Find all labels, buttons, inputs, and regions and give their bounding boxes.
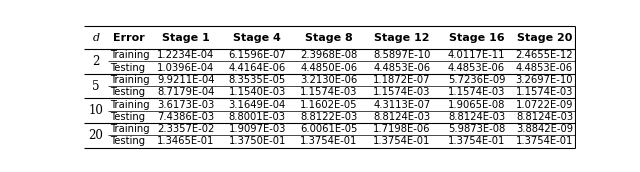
Text: Stage 4: Stage 4	[233, 33, 281, 42]
Text: 1.1574E-03: 1.1574E-03	[448, 87, 505, 97]
Text: Stage 12: Stage 12	[374, 33, 429, 42]
Text: 3.2130E-06: 3.2130E-06	[300, 75, 357, 85]
Text: 1.9065E-08: 1.9065E-08	[448, 100, 505, 110]
Text: 8.8124E-03: 8.8124E-03	[516, 112, 573, 122]
Text: 6.0061E-05: 6.0061E-05	[300, 124, 357, 134]
Text: 1.3754E-01: 1.3754E-01	[516, 137, 573, 147]
Text: 20: 20	[88, 129, 104, 142]
Text: 5.7236E-09: 5.7236E-09	[448, 75, 505, 85]
Text: 8.5897E-10: 8.5897E-10	[373, 50, 431, 60]
Text: 1.1872E-07: 1.1872E-07	[373, 75, 431, 85]
Text: 8.8001E-03: 8.8001E-03	[228, 112, 285, 122]
Text: 2.4655E-12: 2.4655E-12	[516, 50, 573, 60]
Text: 5.9873E-08: 5.9873E-08	[448, 124, 505, 134]
Text: 1.9097E-03: 1.9097E-03	[228, 124, 286, 134]
Text: 3.6173E-03: 3.6173E-03	[157, 100, 214, 110]
Text: 1.1540E-03: 1.1540E-03	[228, 87, 286, 97]
Text: Training: Training	[110, 50, 150, 60]
Text: Training: Training	[110, 124, 150, 134]
Text: Stage 20: Stage 20	[516, 33, 572, 42]
Text: 10: 10	[88, 104, 104, 117]
Text: 1.1602E-05: 1.1602E-05	[300, 100, 357, 110]
Text: 3.8842E-09: 3.8842E-09	[516, 124, 573, 134]
Text: 1.3750E-01: 1.3750E-01	[228, 137, 286, 147]
Text: 4.0117E-11: 4.0117E-11	[448, 50, 505, 60]
Text: 6.1596E-07: 6.1596E-07	[228, 50, 286, 60]
Text: 1.1574E-03: 1.1574E-03	[300, 87, 357, 97]
Text: 5: 5	[92, 80, 100, 93]
Text: 2.3968E-08: 2.3968E-08	[300, 50, 357, 60]
Text: 8.7179E-04: 8.7179E-04	[157, 87, 214, 97]
Text: 1.2234E-04: 1.2234E-04	[157, 50, 214, 60]
Text: 1.1574E-03: 1.1574E-03	[373, 87, 431, 97]
Text: Stage 1: Stage 1	[162, 33, 209, 42]
Text: 8.8122E-03: 8.8122E-03	[300, 112, 357, 122]
Text: 1.3465E-01: 1.3465E-01	[157, 137, 214, 147]
Text: Testing: Testing	[110, 87, 145, 97]
Text: Testing: Testing	[110, 112, 145, 122]
Text: 2: 2	[92, 55, 100, 68]
Text: 1.7198E-06: 1.7198E-06	[373, 124, 431, 134]
Text: Testing: Testing	[110, 63, 145, 73]
Text: 7.4386E-03: 7.4386E-03	[157, 112, 214, 122]
Text: 4.4853E-06: 4.4853E-06	[448, 63, 505, 73]
Text: 4.3113E-07: 4.3113E-07	[373, 100, 431, 110]
Text: 2.3357E-02: 2.3357E-02	[157, 124, 214, 134]
Text: 1.0396E-04: 1.0396E-04	[157, 63, 214, 73]
Text: 1.1574E-03: 1.1574E-03	[516, 87, 573, 97]
Text: 3.1649E-04: 3.1649E-04	[228, 100, 286, 110]
Text: 9.9211E-04: 9.9211E-04	[157, 75, 214, 85]
Text: Training: Training	[110, 75, 150, 85]
Text: 4.4853E-06: 4.4853E-06	[516, 63, 573, 73]
Text: 8.3535E-05: 8.3535E-05	[228, 75, 286, 85]
Text: 4.4164E-06: 4.4164E-06	[228, 63, 286, 73]
Text: Stage 16: Stage 16	[449, 33, 504, 42]
Text: 4.4853E-06: 4.4853E-06	[373, 63, 430, 73]
Text: 3.2697E-10: 3.2697E-10	[516, 75, 573, 85]
Text: 8.8124E-03: 8.8124E-03	[448, 112, 505, 122]
Text: 1.3754E-01: 1.3754E-01	[448, 137, 505, 147]
Text: 8.8124E-03: 8.8124E-03	[373, 112, 430, 122]
Text: Error: Error	[113, 33, 145, 42]
Text: 4.4850E-06: 4.4850E-06	[300, 63, 357, 73]
Text: d: d	[92, 33, 100, 42]
Text: Stage 8: Stage 8	[305, 33, 353, 42]
Text: Training: Training	[110, 100, 150, 110]
Text: 1.0722E-09: 1.0722E-09	[516, 100, 573, 110]
Text: Testing: Testing	[110, 137, 145, 147]
Text: 1.3754E-01: 1.3754E-01	[300, 137, 357, 147]
Text: 1.3754E-01: 1.3754E-01	[373, 137, 431, 147]
